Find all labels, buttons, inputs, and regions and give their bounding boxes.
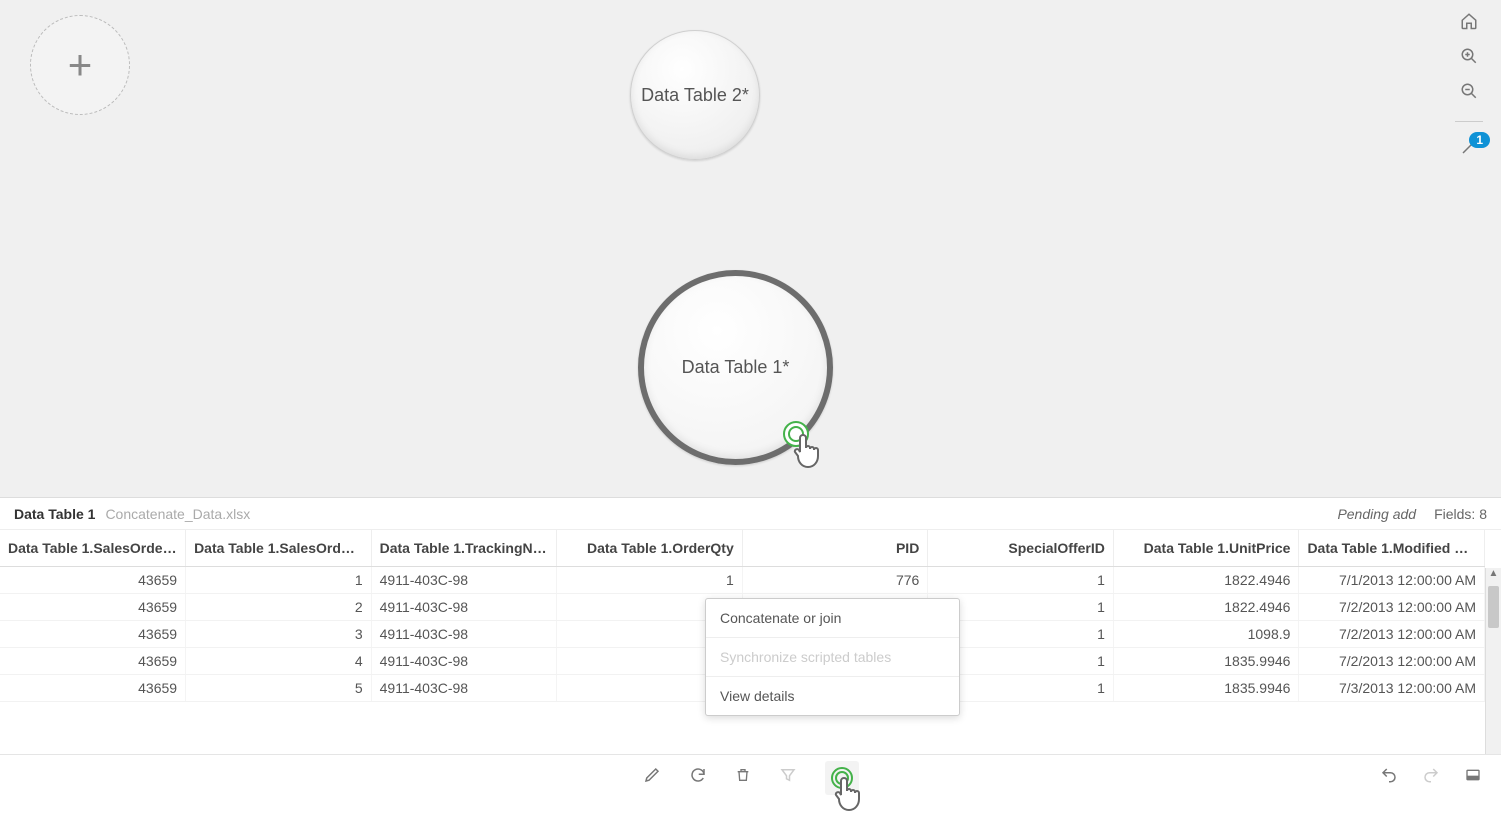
data-canvas[interactable]: + 1 Data Table 2* Data Table 1* [0,0,1501,498]
table-cell: 1835.9946 [1113,675,1299,702]
table-cell: 1822.4946 [1113,594,1299,621]
table-cell: 43659 [0,648,186,675]
table-cell: 4911-403C-98 [371,648,557,675]
context-menu: Concatenate or join Synchronize scripted… [705,598,960,716]
table-cell: 7/2/2013 12:00:00 AM [1299,594,1485,621]
table-name: Data Table 1 [14,506,95,522]
column-header[interactable]: Data Table 1.SalesOrder... [186,530,372,567]
table-cell: 3 [186,621,372,648]
menu-view-details[interactable]: View details [706,677,959,715]
magic-wand-icon[interactable]: 1 [1460,138,1478,161]
refresh-icon[interactable] [689,766,707,789]
node-label: Data Table 2* [641,85,749,106]
table-cell: 43659 [0,675,186,702]
table-cell: 4911-403C-98 [371,594,557,621]
table-cell: 776 [742,567,928,594]
zoom-out-icon[interactable] [1460,82,1478,105]
file-name: Concatenate_Data.xlsx [105,506,250,522]
table-cell: 7/1/2013 12:00:00 AM [1299,567,1485,594]
table-cell: 7/2/2013 12:00:00 AM [1299,621,1485,648]
node-action-icon[interactable] [783,421,809,447]
wand-badge: 1 [1469,132,1490,148]
column-header[interactable]: Data Table 1.SalesOrderID [0,530,186,567]
table-cell: 43659 [0,567,186,594]
plus-icon: + [68,41,93,89]
canvas-tools: 1 [1455,12,1483,161]
table-cell: 1 [186,567,372,594]
edit-icon[interactable] [643,766,661,789]
menu-concatenate-join[interactable]: Concatenate or join [706,599,959,638]
table-row[interactable]: 4365914911-403C-98177611822.49467/1/2013… [0,567,1485,594]
table-cell: 4911-403C-98 [371,621,557,648]
table-cell: 1822.4946 [1113,567,1299,594]
node-data-table-1[interactable]: Data Table 1* [638,270,833,465]
table-cell: 7/3/2013 12:00:00 AM [1299,675,1485,702]
table-cell: 43659 [0,621,186,648]
column-header[interactable]: Data Table 1.UnitPrice [1113,530,1299,567]
table-cell: 1 [928,567,1114,594]
table-cell: 1835.9946 [1113,648,1299,675]
column-header[interactable]: PID [742,530,928,567]
column-header[interactable]: Data Table 1.TrackingNum... [371,530,557,567]
bottom-toolbar [0,754,1501,800]
delete-icon[interactable] [735,766,751,789]
column-header[interactable]: Data Table 1.OrderQty [557,530,743,567]
scroll-thumb[interactable] [1488,586,1499,628]
fields-count: Fields: 8 [1434,506,1487,522]
add-node-button[interactable]: + [30,15,130,115]
undo-icon[interactable] [1379,766,1399,789]
table-cell: 1098.9 [1113,621,1299,648]
table-cell: 4 [186,648,372,675]
column-header[interactable]: Data Table 1.Modified Date [1299,530,1485,567]
menu-sync-scripted: Synchronize scripted tables [706,638,959,677]
table-info-bar: Data Table 1 Concatenate_Data.xlsx Pendi… [0,498,1501,530]
table-cell: 5 [186,675,372,702]
filter-icon [779,766,797,789]
associate-icon[interactable] [825,761,859,795]
table-cell: 7/2/2013 12:00:00 AM [1299,648,1485,675]
pending-status: Pending add [1337,506,1416,522]
column-header[interactable]: SpecialOfferID [928,530,1114,567]
panel-icon[interactable] [1463,767,1483,788]
table-cell: 43659 [0,594,186,621]
node-data-table-2[interactable]: Data Table 2* [630,30,760,160]
table-cell: 1 [557,567,743,594]
zoom-in-icon[interactable] [1460,47,1478,70]
scroll-up-icon[interactable]: ▲ [1486,568,1501,584]
node-label: Data Table 1* [682,357,790,378]
home-icon[interactable] [1460,12,1478,35]
redo-icon [1421,766,1441,789]
table-cell: 4911-403C-98 [371,567,557,594]
table-cell: 4911-403C-98 [371,675,557,702]
table-cell: 2 [186,594,372,621]
